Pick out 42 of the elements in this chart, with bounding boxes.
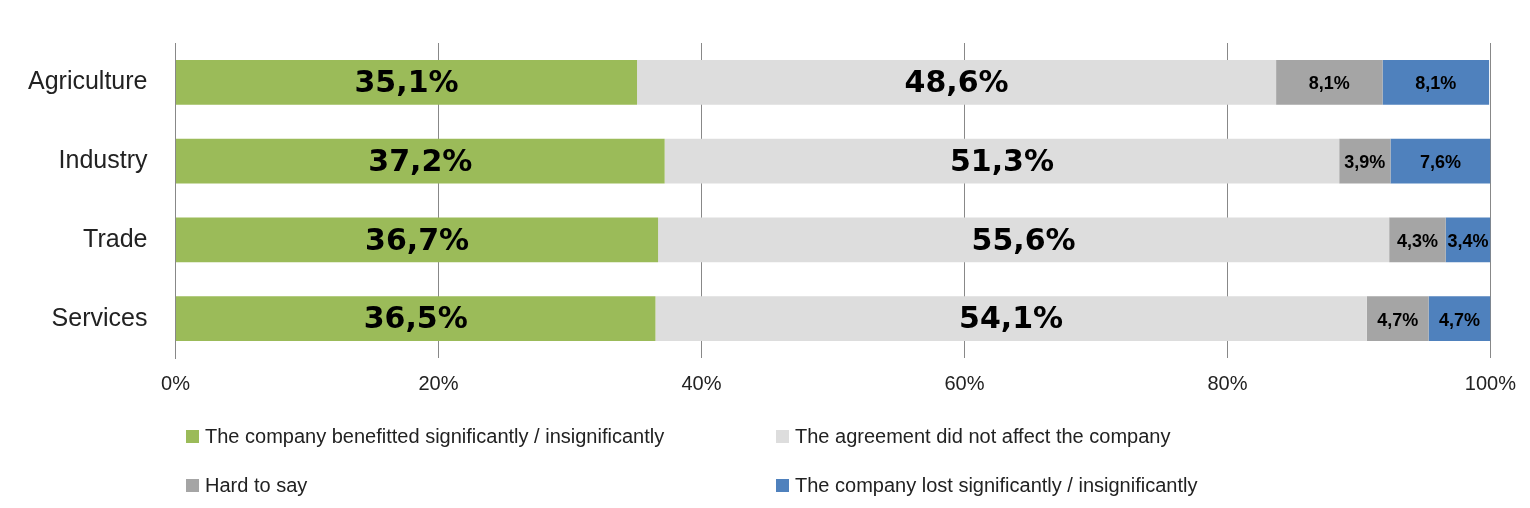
bar bbox=[658, 217, 1390, 263]
data-label: 54,1% bbox=[959, 300, 1064, 336]
data-label: 3,4% bbox=[1447, 230, 1489, 251]
data-label: 3,9% bbox=[1344, 152, 1386, 173]
y-tick-label: Industry bbox=[58, 145, 148, 174]
data-label: 51,3% bbox=[949, 142, 1054, 178]
data-label: 35,1% bbox=[354, 64, 459, 100]
data-label: 55,6% bbox=[971, 221, 1076, 257]
data-label: 4,7% bbox=[1439, 309, 1481, 330]
legend-label: The agreement did not affect the company bbox=[795, 425, 1171, 448]
data-label: 36,7% bbox=[365, 221, 470, 257]
data-label: 37,2% bbox=[368, 142, 473, 178]
bar bbox=[655, 296, 1367, 342]
bar bbox=[1276, 59, 1383, 105]
y-tick-label: Agriculture bbox=[27, 66, 148, 95]
data-label: 4,3% bbox=[1396, 230, 1438, 251]
bar bbox=[637, 59, 1277, 105]
bar bbox=[1390, 138, 1491, 184]
x-tick-label: 0% bbox=[161, 371, 191, 394]
legend-label: The company benefitted significantly / insignificantly bbox=[205, 425, 665, 448]
x-tick-label: 40% bbox=[681, 371, 722, 394]
x-tick-label: 80% bbox=[1207, 371, 1248, 394]
x-tick-label: 100% bbox=[1464, 371, 1517, 394]
bar bbox=[1382, 59, 1490, 105]
bar bbox=[176, 59, 638, 105]
legend-label: Hard to say bbox=[205, 474, 308, 497]
data-label: 36,5% bbox=[363, 300, 468, 336]
y-tick-label: Trade bbox=[83, 223, 148, 252]
bar bbox=[176, 296, 656, 342]
bar bbox=[1366, 296, 1429, 342]
legend-label: The company lost significantly / insignificantly bbox=[795, 474, 1198, 497]
y-tick-label: Services bbox=[51, 302, 148, 331]
bar bbox=[176, 138, 665, 184]
data-label: 8,1% bbox=[1415, 73, 1457, 94]
data-label: 7,6% bbox=[1419, 152, 1461, 173]
data-label: 48,6% bbox=[904, 64, 1009, 100]
bar bbox=[664, 138, 1340, 184]
bar bbox=[176, 217, 659, 263]
data-label: 8,1% bbox=[1308, 73, 1350, 94]
x-tick-label: 60% bbox=[944, 371, 985, 394]
data-label: 4,7% bbox=[1377, 309, 1419, 330]
x-tick-label: 20% bbox=[418, 371, 459, 394]
